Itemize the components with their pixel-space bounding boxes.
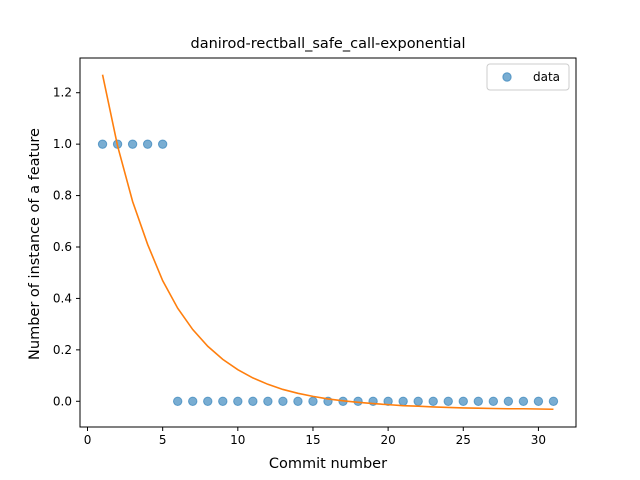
data-point bbox=[142, 139, 153, 149]
y-tick-label: 1.0 bbox=[53, 137, 72, 151]
data-point bbox=[233, 396, 243, 406]
data-point bbox=[443, 396, 453, 406]
fit-line bbox=[101, 74, 554, 411]
data-point bbox=[263, 396, 273, 406]
legend-box bbox=[486, 63, 570, 91]
data-point bbox=[278, 396, 288, 406]
y-tick-label: 0.2 bbox=[53, 343, 72, 357]
data-point bbox=[473, 396, 484, 406]
y-axis-label: Number of instance of a feature bbox=[27, 128, 43, 360]
data-point bbox=[218, 396, 228, 406]
data-point bbox=[413, 396, 423, 406]
legend-label: data bbox=[533, 70, 560, 84]
legend: data bbox=[486, 63, 570, 91]
data-point bbox=[172, 396, 183, 406]
y-tick-label: 0.6 bbox=[53, 240, 72, 254]
data-point bbox=[503, 396, 514, 406]
y-tick-label: 0.8 bbox=[53, 189, 72, 203]
legend-marker bbox=[502, 72, 512, 82]
x-tick-label: 15 bbox=[305, 433, 320, 447]
data-point bbox=[398, 396, 408, 406]
y-tick-label: 1.2 bbox=[53, 86, 72, 100]
plot-area bbox=[79, 57, 577, 428]
x-tick-label: 20 bbox=[380, 433, 395, 447]
data-point bbox=[203, 396, 213, 406]
plot-frame bbox=[79, 57, 577, 428]
chart-title: danirod-rectball_safe_call-exponential bbox=[191, 36, 466, 52]
x-axis: 0 5 10 15 20 25 30 bbox=[84, 427, 546, 447]
data-point bbox=[188, 396, 198, 406]
x-tick-label: 0 bbox=[84, 433, 92, 447]
y-axis: 0.0 0.2 0.4 0.6 0.8 1.0 1.2 bbox=[53, 86, 80, 408]
data-point bbox=[518, 396, 529, 406]
data-point bbox=[383, 396, 393, 406]
x-tick-label: 25 bbox=[456, 433, 471, 447]
x-tick-label: 30 bbox=[531, 433, 546, 447]
data-point bbox=[428, 396, 438, 406]
data-point bbox=[97, 139, 108, 149]
x-axis-label: Commit number bbox=[269, 456, 387, 472]
data-point bbox=[533, 396, 544, 406]
x-tick-label: 10 bbox=[230, 433, 245, 447]
data-point bbox=[308, 396, 318, 406]
data-point bbox=[293, 396, 303, 406]
data-point bbox=[127, 139, 138, 149]
y-tick-label: 0.0 bbox=[53, 394, 72, 408]
data-point bbox=[458, 396, 468, 406]
data-point bbox=[548, 396, 559, 406]
x-tick-label: 5 bbox=[159, 433, 167, 447]
data-point bbox=[157, 139, 168, 149]
y-tick-label: 0.4 bbox=[53, 291, 72, 305]
data-point bbox=[248, 396, 258, 406]
data-point bbox=[488, 396, 499, 406]
